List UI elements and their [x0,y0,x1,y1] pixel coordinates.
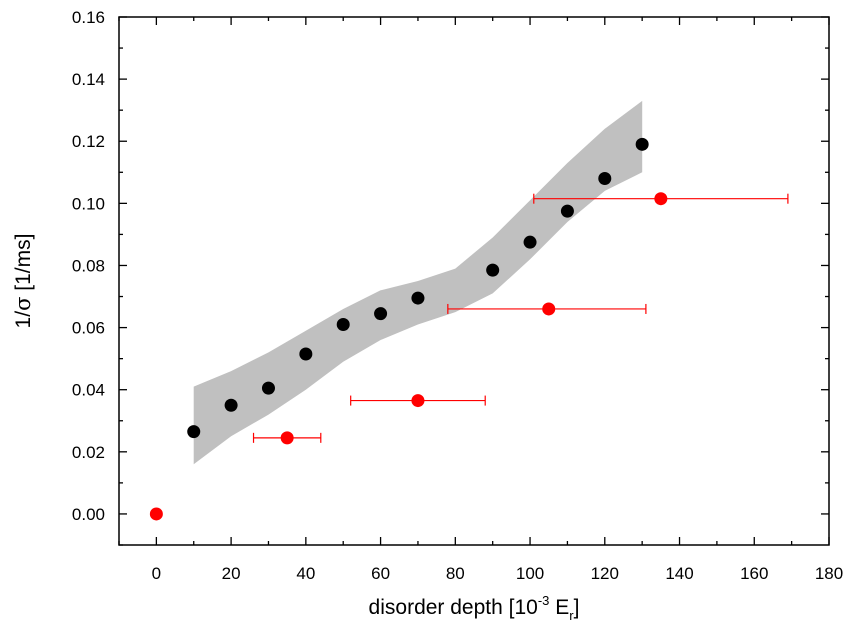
axis-ticks [118,16,830,546]
data-point-red [542,302,556,316]
data-point-red [654,192,668,206]
data-point-red [411,394,425,408]
x-tick-label: 40 [296,564,315,583]
x-axis-title-prefix: disorder depth [10 [369,596,538,619]
x-tick-label: 100 [516,564,544,583]
data-point-black [261,381,275,395]
y-tick-label: 0.08 [72,256,105,275]
plot-frame [118,16,830,546]
uncertainty-band [193,100,643,465]
x-tick-label: 180 [815,564,843,583]
y-tick-label: 0.16 [72,8,105,27]
y-tick-label: 0.10 [72,194,105,213]
y-tick-label: 0.06 [72,319,105,338]
data-point-black [486,263,500,277]
y-axis-title: 1/σ [1/ms] [11,234,35,329]
data-point-black [560,204,574,218]
data-point-black [374,307,388,321]
x-tick-label: 120 [591,564,619,583]
x-axis-title-mid: E [549,596,569,619]
x-axis-title: disorder depth [10-3 Er] [369,593,580,623]
data-point-black [336,317,350,331]
y-tick-label: 0.14 [72,70,105,89]
data-point-black [635,137,649,151]
y-axis-title-suffix: [1/ms] [12,234,35,297]
y-tick-label: 0.02 [72,443,105,462]
data-point-black [411,291,425,305]
data-point-red [280,431,294,445]
x-axis-title-subscript: r [569,608,574,623]
data-point-layer [149,137,668,521]
data-point-black [598,172,612,186]
data-point-black [523,235,537,249]
x-axis-title-exponent: -3 [538,593,550,608]
y-axis-title-sigma: σ [11,297,35,311]
y-axis-title-prefix: 1/ [12,311,35,329]
uncertainty-band-layer [193,100,643,465]
x-axis-title-suffix: ] [574,596,580,619]
x-tick-label: 140 [665,564,693,583]
x-tick-label: 0 [152,564,161,583]
x-tick-label: 80 [446,564,465,583]
x-tick-label: 20 [222,564,241,583]
y-tick-label: 0.04 [72,381,105,400]
y-tick-label: 0.00 [72,505,105,524]
x-tick-label: 160 [740,564,768,583]
data-point-black [299,347,313,361]
data-point-black [224,398,238,412]
data-point-red [149,507,163,521]
y-tick-label: 0.12 [72,132,105,151]
x-tick-label: 60 [371,564,390,583]
axis-tick-labels: 0 20 40 60 80 100 120 140 160 180 0.00 0.02 0.04 0.06… [72,8,843,583]
data-point-black [187,425,201,439]
